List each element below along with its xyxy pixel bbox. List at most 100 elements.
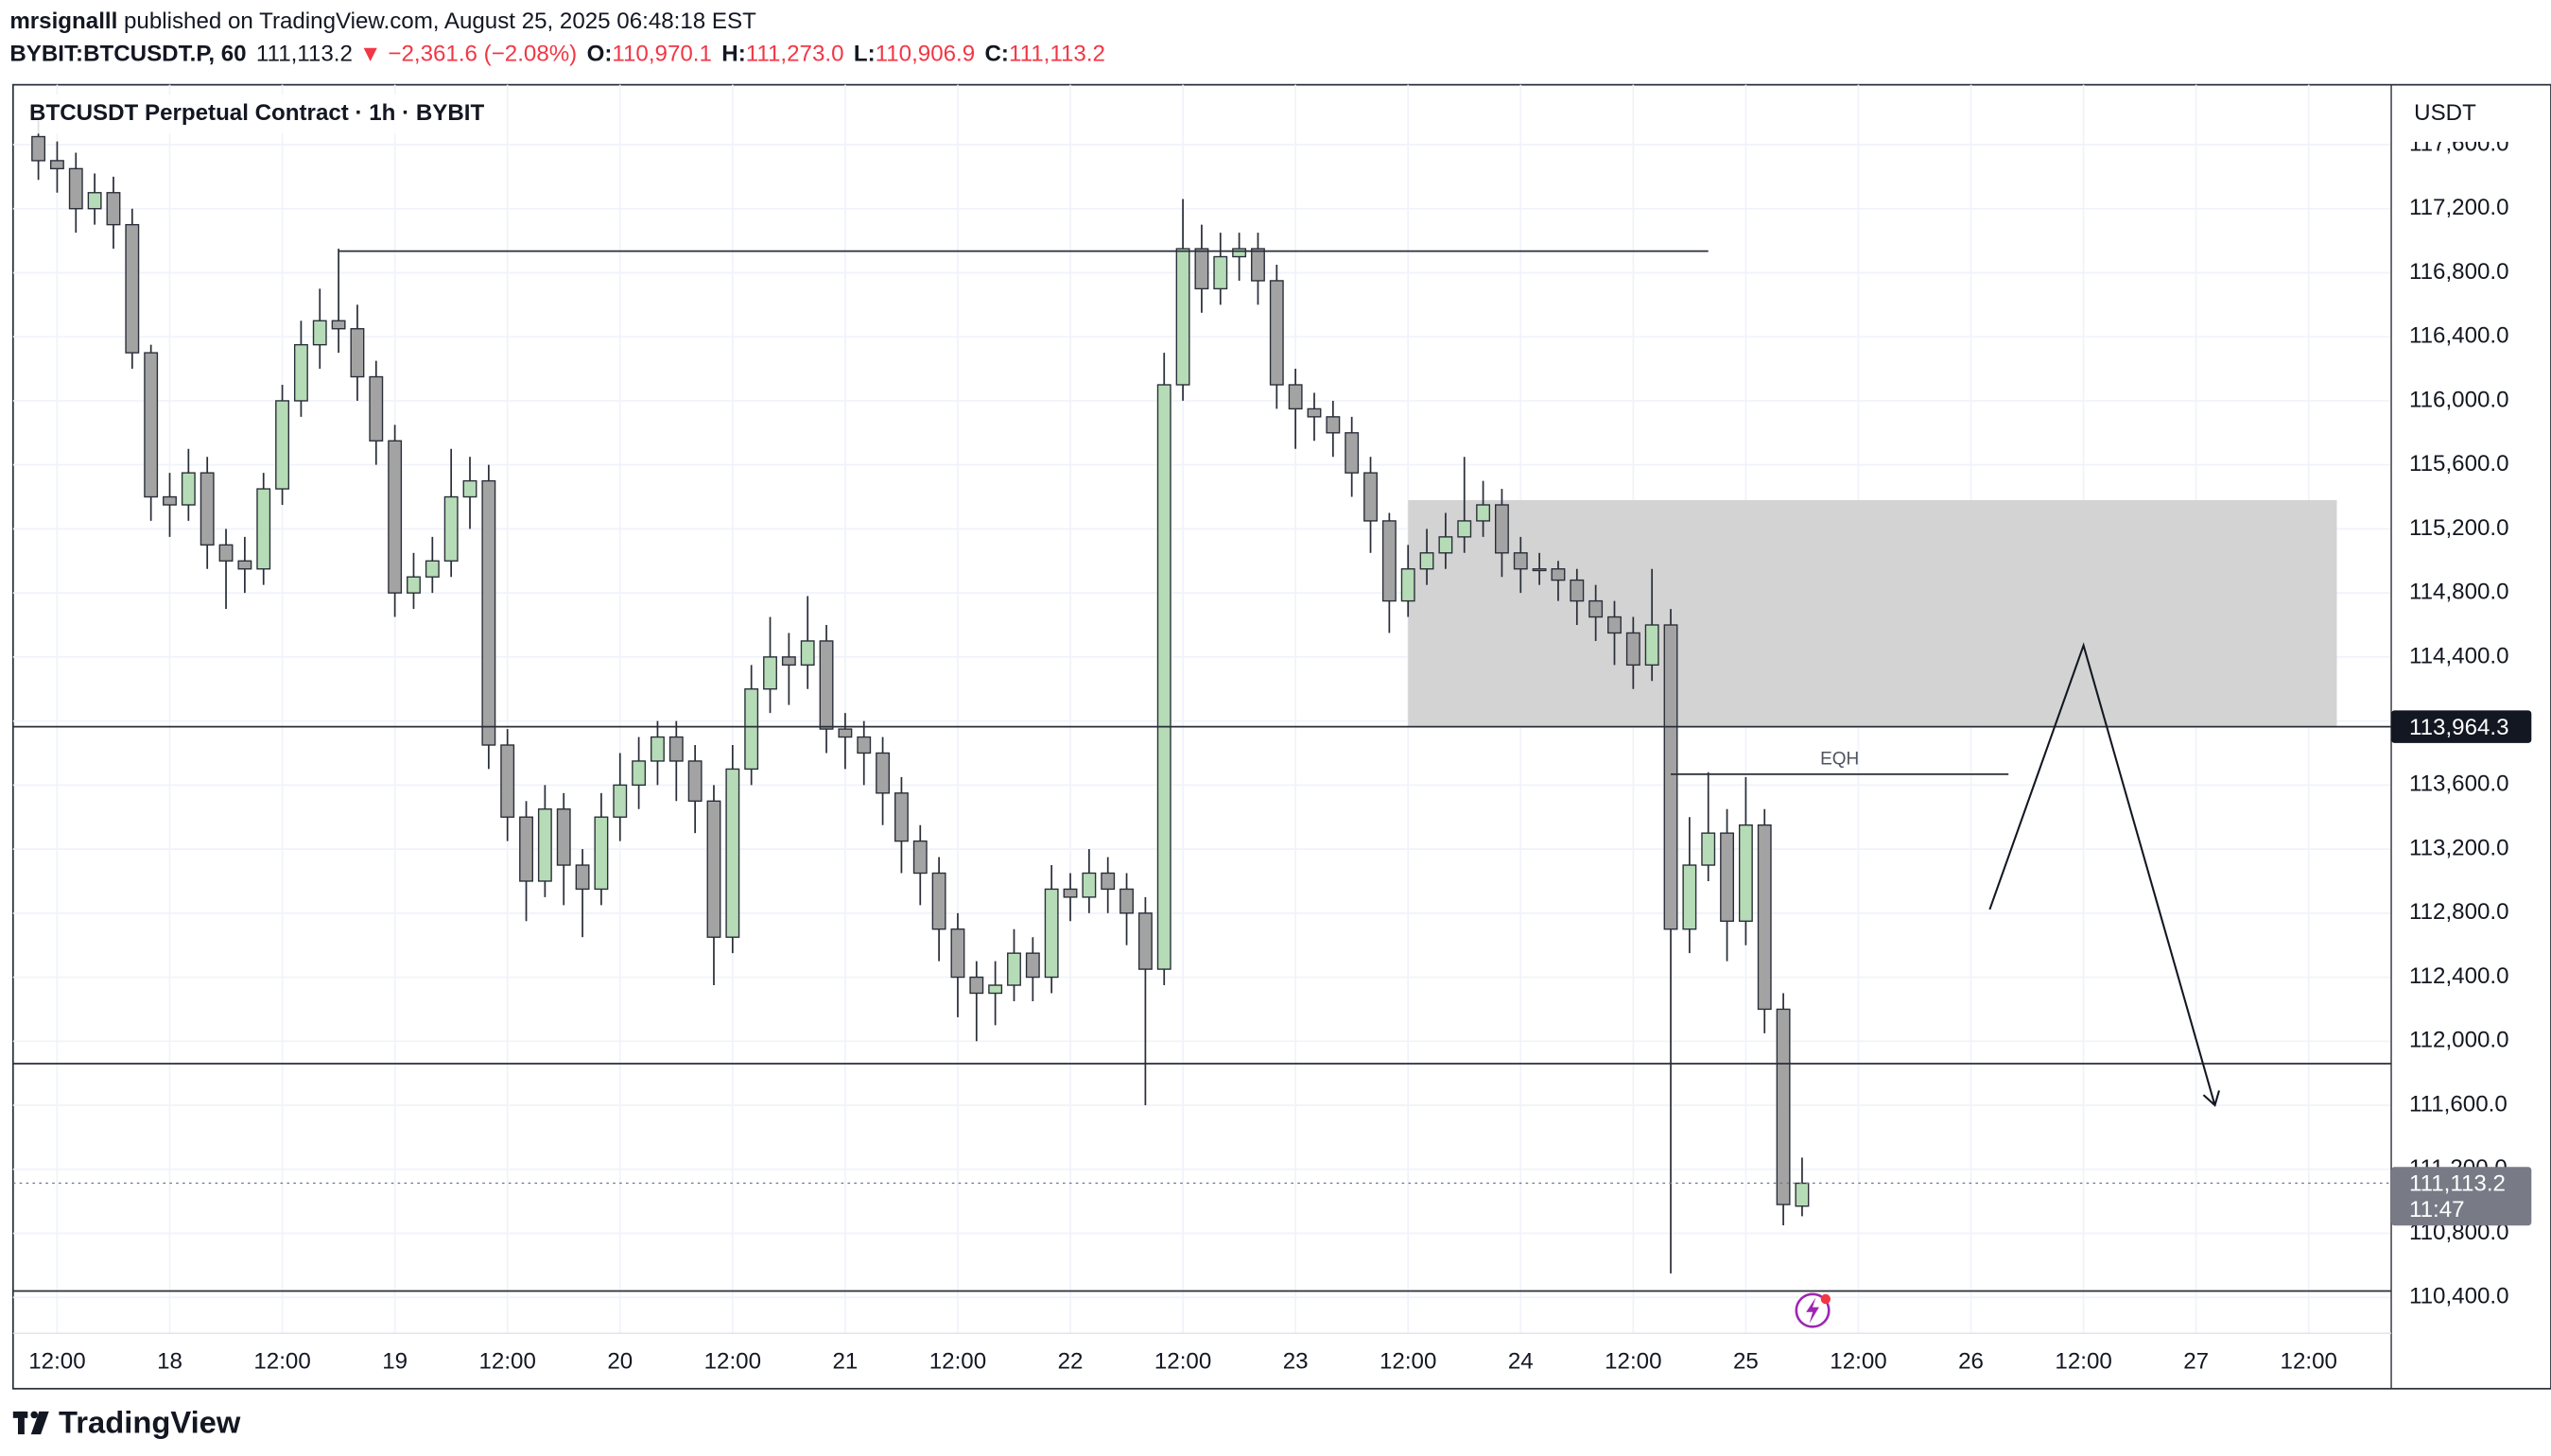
- candle-body: [481, 479, 496, 746]
- candle-body: [1588, 599, 1604, 618]
- candle-body: [1551, 568, 1566, 581]
- projection-arrow: [1988, 642, 2221, 1107]
- candle-body: [369, 375, 384, 442]
- symbol-line: BYBIT:BTCUSDT.P, 60 111,113.2 ▼ −2,361.6 (…: [9, 42, 1105, 67]
- x-tick-label: 12:00: [253, 1349, 310, 1375]
- candle-body: [200, 472, 215, 546]
- candle-body: [1363, 472, 1378, 522]
- y-tick-label: 111,600.0: [2409, 1091, 2508, 1117]
- candle-body: [331, 320, 346, 330]
- candle-body: [31, 135, 46, 162]
- candle-body: [1307, 407, 1322, 418]
- x-tick-label: 27: [2183, 1349, 2209, 1375]
- candle-body: [125, 223, 140, 354]
- candle-body: [1513, 552, 1528, 570]
- candle-body: [1419, 552, 1434, 570]
- candle-body: [1607, 615, 1622, 634]
- x-tick-label: 12:00: [2281, 1349, 2337, 1375]
- x-tick-label: 20: [607, 1349, 633, 1375]
- candle-body: [1082, 872, 1097, 898]
- unit-label: USDT: [2414, 100, 2476, 126]
- x-tick-label: 25: [1733, 1349, 1759, 1375]
- candle-body: [163, 495, 177, 506]
- candle-body: [969, 976, 984, 995]
- price-marker-label: 113,964.3: [2409, 715, 2509, 740]
- drawings: EQH: [12, 250, 2392, 1292]
- y-tick-label: 114,400.0: [2409, 643, 2509, 668]
- candle-body: [613, 784, 628, 818]
- x-tick-label: 18: [157, 1349, 182, 1375]
- candle-body: [1625, 632, 1640, 667]
- candle-body: [594, 816, 609, 891]
- candle-body: [876, 752, 891, 794]
- candle-body: [1682, 864, 1697, 930]
- y-tick-label: 113,600.0: [2409, 771, 2509, 797]
- candle-body: [1663, 624, 1678, 930]
- c-value: 111,113.2: [1009, 42, 1105, 67]
- candle-body: [1345, 432, 1360, 474]
- candle-body: [1101, 872, 1116, 891]
- alert-icon: [1795, 1292, 1831, 1328]
- candle-body: [575, 864, 590, 891]
- unit-box: [2392, 86, 2550, 142]
- x-tick-label: 12:00: [28, 1349, 85, 1375]
- y-tick-label: 115,600.0: [2409, 451, 2509, 477]
- price-marker-box: [2391, 710, 2532, 743]
- chart-title: BTCUSDT Perpetual Contract · 1h · BYBIT: [29, 100, 484, 126]
- candle-body: [181, 472, 196, 506]
- x-tick-label: 24: [1508, 1349, 1534, 1375]
- candle-body: [800, 640, 815, 667]
- x-tick-label: 19: [382, 1349, 408, 1375]
- candle-body: [388, 440, 403, 594]
- candle-body: [500, 744, 515, 818]
- candle-body: [1025, 952, 1040, 979]
- level-label: EQH: [1820, 749, 1859, 769]
- candle-body: [556, 808, 571, 866]
- candle-body: [1494, 504, 1509, 554]
- y-tick-label: 114,800.0: [2409, 580, 2509, 605]
- countdown-label: 11:47: [2409, 1197, 2465, 1222]
- x-tick-label: 21: [832, 1349, 858, 1375]
- y-tick-label: 116,800.0: [2409, 259, 2509, 285]
- price-markers: 113,964.3 111,113.211:47: [12, 710, 2532, 1226]
- candle-body: [425, 560, 440, 578]
- candle-body: [857, 736, 872, 754]
- y-tick-label: 115,200.0: [2409, 515, 2509, 541]
- candle-body: [462, 479, 477, 498]
- candle-body: [1175, 248, 1190, 386]
- published: published on TradingView.com, August 25,…: [117, 9, 756, 35]
- candle-body: [950, 928, 965, 979]
- x-tick-label: 12:00: [704, 1349, 761, 1375]
- candle-body: [519, 816, 533, 882]
- candle-body: [218, 544, 234, 562]
- candle-body: [1213, 255, 1228, 290]
- candle-body: [1137, 912, 1153, 970]
- x-tick-label: 12:00: [1830, 1349, 1886, 1375]
- candle-body: [1044, 888, 1059, 979]
- change: ▼ −2,361.6 (−2.08%): [359, 42, 577, 67]
- candle-body: [1063, 888, 1078, 898]
- zone-box: [1408, 499, 2337, 727]
- candle-body: [1438, 536, 1453, 554]
- y-tick-label: 116,000.0: [2409, 387, 2509, 412]
- candle-body: [1532, 568, 1547, 572]
- candle-body: [1007, 952, 1021, 986]
- author: mrsignalll: [9, 9, 117, 35]
- x-tick-label: 12:00: [2055, 1349, 2111, 1375]
- candle-body: [1288, 384, 1303, 410]
- candle-body: [1232, 248, 1247, 258]
- last-price: 111,113.2: [256, 42, 353, 67]
- candle-body: [912, 840, 928, 875]
- candle-body: [312, 320, 327, 346]
- candle-body: [537, 808, 552, 882]
- candle-body: [744, 688, 759, 771]
- h-label: H:: [721, 42, 745, 67]
- candle-body: [293, 343, 308, 402]
- symbol: BYBIT:BTCUSDT.P, 60: [9, 42, 246, 67]
- candle-body: [838, 728, 853, 738]
- candle-body: [1381, 520, 1397, 602]
- candle-body: [1644, 624, 1659, 667]
- candle-body: [144, 352, 159, 498]
- axes: 110,400.0110,800.0111,200.0111,600.0112,…: [28, 130, 2508, 1374]
